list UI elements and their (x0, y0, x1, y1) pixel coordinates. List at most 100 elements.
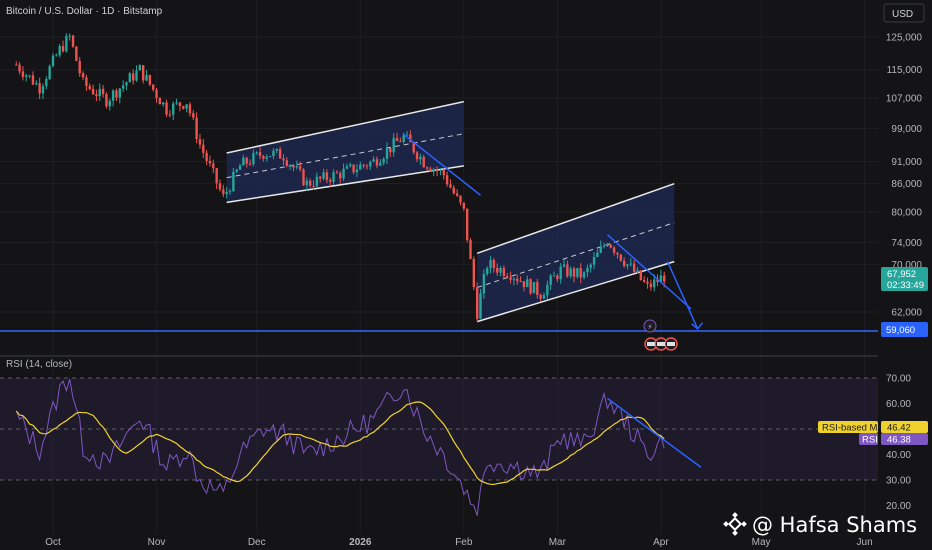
candle-body (452, 187, 455, 194)
rsi-pane (0, 377, 878, 516)
grid-lines (0, 0, 878, 534)
candle-body (409, 134, 412, 143)
candle-body (616, 252, 619, 255)
candle-body (228, 191, 232, 193)
candle-body (335, 172, 339, 174)
candle-body (215, 168, 218, 184)
candle-body (252, 152, 255, 165)
candle-body (308, 180, 312, 186)
candle-body (165, 102, 168, 115)
candle-body (15, 64, 18, 66)
candle-body (422, 156, 425, 168)
candle-body (138, 65, 142, 71)
candle-body (526, 279, 529, 288)
rsi-line (15, 379, 665, 516)
time-tick-label: Feb (455, 537, 473, 548)
candle-body (288, 165, 292, 167)
candle-body (225, 192, 228, 195)
candle-body (425, 167, 429, 169)
candle-body (208, 160, 212, 164)
support-level-label: 59,060 (886, 325, 915, 336)
candle-body (546, 284, 549, 296)
candle-body (562, 264, 566, 267)
candle-body (65, 36, 68, 52)
candle-body (28, 75, 31, 77)
candle-body (85, 77, 88, 86)
candle-body (589, 264, 592, 268)
candle-body (496, 268, 499, 273)
candle-body (188, 104, 192, 114)
candle-body (382, 158, 385, 163)
candle-body (556, 275, 559, 280)
channel-upper-line[interactable] (226, 100, 464, 154)
price-axis[interactable]: 125,000 115,000 107,000 99,000 91,000 86,000 8… (886, 33, 923, 319)
candle-body (131, 73, 135, 81)
candle-body (619, 254, 622, 261)
candle-body (502, 268, 506, 277)
candle-body (339, 173, 342, 179)
candle-body (516, 278, 519, 282)
channel-upper-line[interactable] (476, 182, 675, 255)
candle-body (68, 35, 71, 37)
candle-body (369, 161, 372, 167)
trendline[interactable] (606, 234, 692, 310)
candle-body (272, 150, 275, 157)
support-price-tag: 59,060 (881, 322, 928, 337)
symbol-title[interactable]: Bitcoin / U.S. Dollar · 1D · Bitstamp (6, 6, 163, 17)
candle-body (459, 195, 462, 203)
candle-body (392, 138, 395, 153)
candle-body (549, 275, 552, 285)
candle-body (536, 282, 539, 295)
candle-body (522, 281, 526, 288)
candle-body (198, 139, 202, 145)
projection-arrow[interactable] (666, 261, 699, 330)
candle-body (115, 90, 118, 98)
candle-body (175, 102, 178, 104)
trendlines[interactable] (403, 133, 704, 330)
candle-body (312, 185, 315, 187)
candle-body (121, 85, 125, 89)
candle-body (98, 88, 101, 97)
candle-body (419, 156, 422, 160)
candle-body (442, 170, 445, 176)
candle-body (182, 106, 185, 109)
dividend-event-icon[interactable] (643, 319, 657, 333)
time-axis[interactable]: Oct Nov Dec 2026 Feb Mar Apr May Jun (45, 537, 872, 548)
channel-median-line[interactable] (477, 222, 675, 288)
candle-body (71, 35, 75, 47)
candle-body (282, 158, 285, 161)
candle-body (168, 114, 172, 116)
candle-body (285, 160, 288, 166)
candle-body (612, 247, 616, 253)
candle-body (75, 46, 78, 61)
candle-body (95, 94, 98, 97)
candle-body (439, 170, 442, 172)
price-tick-label: 99,000 (891, 124, 922, 135)
currency-button[interactable]: USD (892, 9, 913, 20)
candle-body (242, 157, 245, 166)
candle-body (238, 165, 242, 170)
candle-body (385, 148, 389, 159)
rsi-ma-tag-label: RSI-based MA (822, 423, 884, 434)
candle-body (375, 159, 379, 166)
trendline[interactable] (403, 133, 481, 196)
rsi-title[interactable]: RSI (14, close) (6, 359, 72, 370)
price-tick-label: 91,000 (891, 157, 922, 168)
rsi-tick-label: 30.00 (886, 476, 911, 487)
channel-lower-line[interactable] (226, 165, 464, 204)
rsi-tag-label: RSI (862, 435, 878, 446)
current-price-label: 67,952 (887, 269, 916, 280)
candle-body (542, 295, 546, 299)
candle-body (205, 152, 208, 161)
candle-body (45, 78, 48, 87)
channel-fill (226, 101, 464, 203)
candle-body (552, 275, 556, 277)
candle-body (606, 244, 609, 246)
event-markers[interactable]: ⚡ (643, 319, 678, 351)
channel-median-line[interactable] (226, 133, 464, 179)
candle-body (482, 273, 486, 294)
candle-body (492, 260, 496, 269)
rsi-trendline[interactable] (606, 397, 702, 468)
currency-button-frame[interactable] (883, 3, 925, 23)
